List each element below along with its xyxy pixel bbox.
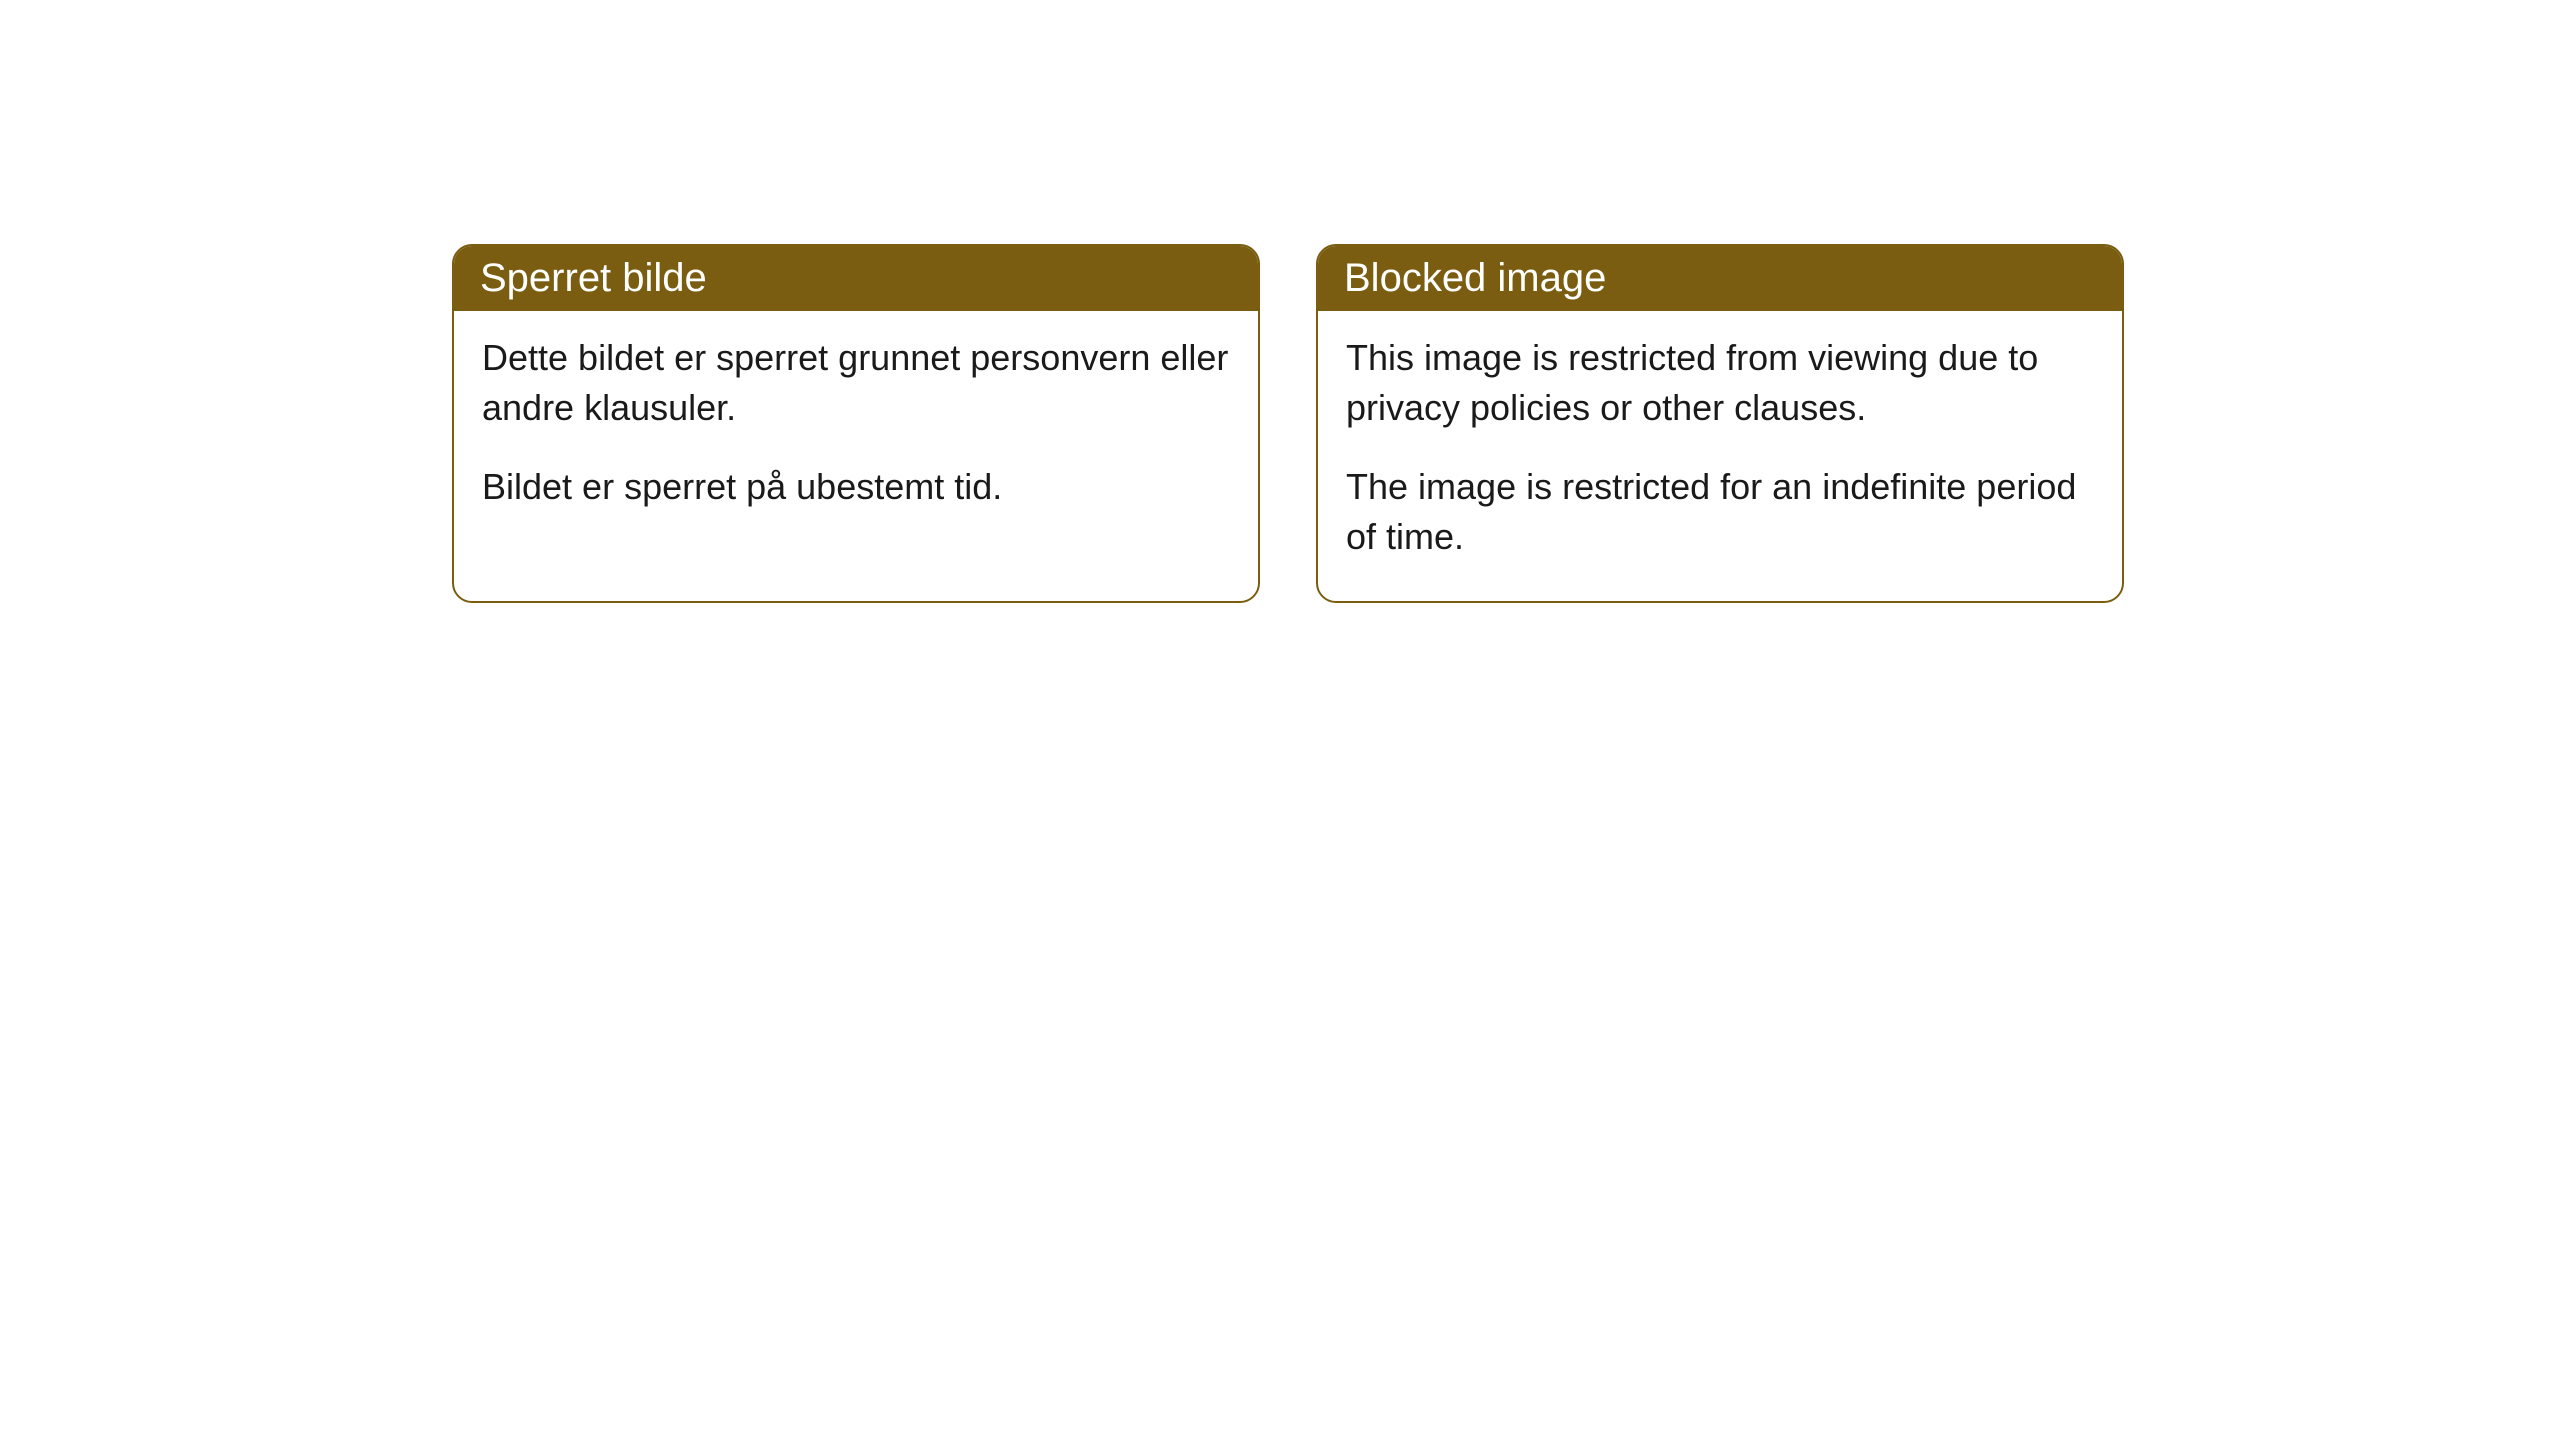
card-header-english: Blocked image	[1318, 246, 2122, 311]
card-header-norwegian: Sperret bilde	[454, 246, 1258, 311]
blocked-image-card-norwegian: Sperret bilde Dette bildet er sperret gr…	[452, 244, 1260, 603]
notice-cards-container: Sperret bilde Dette bildet er sperret gr…	[0, 0, 2560, 603]
card-paragraph-1: Dette bildet er sperret grunnet personve…	[482, 333, 1230, 434]
blocked-image-card-english: Blocked image This image is restricted f…	[1316, 244, 2124, 603]
card-paragraph-2: Bildet er sperret på ubestemt tid.	[482, 462, 1230, 512]
card-paragraph-1: This image is restricted from viewing du…	[1346, 333, 2094, 434]
card-body-norwegian: Dette bildet er sperret grunnet personve…	[454, 311, 1258, 550]
card-body-english: This image is restricted from viewing du…	[1318, 311, 2122, 601]
card-paragraph-2: The image is restricted for an indefinit…	[1346, 462, 2094, 563]
